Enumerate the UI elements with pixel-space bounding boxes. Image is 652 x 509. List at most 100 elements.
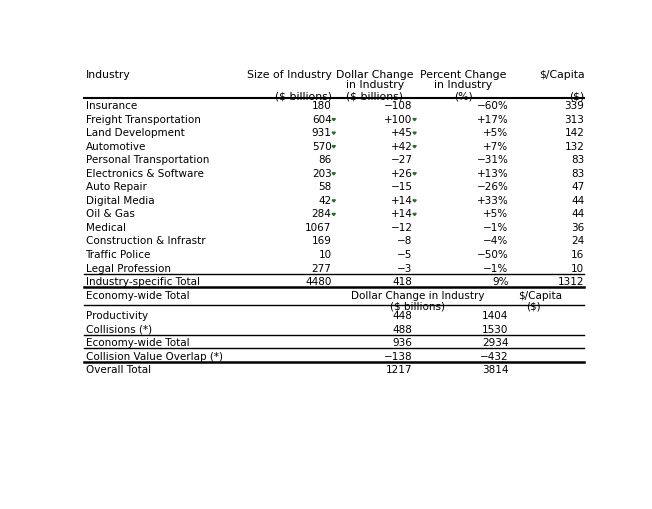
Text: Dollar Change in Industry: Dollar Change in Industry <box>351 290 484 300</box>
Text: −26%: −26% <box>477 182 509 192</box>
Text: −108: −108 <box>384 101 413 111</box>
Text: −15: −15 <box>391 182 413 192</box>
Text: 10: 10 <box>571 263 584 273</box>
Text: −1%: −1% <box>483 263 509 273</box>
Text: +45: +45 <box>391 128 413 138</box>
Text: Collisions (*): Collisions (*) <box>85 324 152 334</box>
Text: 604: 604 <box>312 115 332 124</box>
Text: Medical: Medical <box>85 222 126 233</box>
Text: 418: 418 <box>393 276 413 287</box>
Polygon shape <box>332 214 335 216</box>
Text: 1404: 1404 <box>482 310 509 321</box>
Text: Construction & Infrastr: Construction & Infrastr <box>85 236 205 246</box>
Text: Automotive: Automotive <box>85 142 146 151</box>
Text: ($): ($) <box>526 301 541 310</box>
Text: ($): ($) <box>569 91 584 101</box>
Text: −50%: −50% <box>477 249 509 260</box>
Text: +13%: +13% <box>477 168 509 178</box>
Text: −8: −8 <box>397 236 413 246</box>
Text: +7%: +7% <box>483 142 509 151</box>
Text: +33%: +33% <box>477 195 509 206</box>
Text: 44: 44 <box>571 209 584 219</box>
Text: 1312: 1312 <box>557 276 584 287</box>
Text: −27: −27 <box>391 155 413 165</box>
Text: 277: 277 <box>312 263 332 273</box>
Text: Size of Industry: Size of Industry <box>246 70 332 80</box>
Text: 142: 142 <box>565 128 584 138</box>
Text: in Industry: in Industry <box>434 79 492 90</box>
Text: 448: 448 <box>393 310 413 321</box>
Text: 169: 169 <box>312 236 332 246</box>
Text: Insurance: Insurance <box>85 101 137 111</box>
Text: 339: 339 <box>565 101 584 111</box>
Polygon shape <box>332 120 335 122</box>
Text: +17%: +17% <box>477 115 509 124</box>
Text: +100: +100 <box>384 115 413 124</box>
Text: 2934: 2934 <box>482 337 509 348</box>
Text: Auto Repair: Auto Repair <box>85 182 147 192</box>
Polygon shape <box>413 133 416 135</box>
Text: 24: 24 <box>571 236 584 246</box>
Text: 570: 570 <box>312 142 332 151</box>
Text: −12: −12 <box>391 222 413 233</box>
Text: in Industry: in Industry <box>346 79 404 90</box>
Text: Economy-wide Total: Economy-wide Total <box>85 337 189 348</box>
Polygon shape <box>332 174 335 176</box>
Text: 1217: 1217 <box>386 364 413 375</box>
Text: 42: 42 <box>318 195 332 206</box>
Text: 16: 16 <box>571 249 584 260</box>
Polygon shape <box>413 174 416 176</box>
Text: 36: 36 <box>571 222 584 233</box>
Text: +26: +26 <box>391 168 413 178</box>
Text: +42: +42 <box>391 142 413 151</box>
Text: −31%: −31% <box>477 155 509 165</box>
Text: −5: −5 <box>397 249 413 260</box>
Text: 83: 83 <box>571 168 584 178</box>
Text: 180: 180 <box>312 101 332 111</box>
Polygon shape <box>413 147 416 149</box>
Text: 9%: 9% <box>492 276 509 287</box>
Polygon shape <box>413 201 416 203</box>
Text: $/Capita: $/Capita <box>539 70 584 80</box>
Text: Electronics & Software: Electronics & Software <box>85 168 203 178</box>
Text: Collision Value Overlap (*): Collision Value Overlap (*) <box>85 351 222 361</box>
Text: Legal Profession: Legal Profession <box>85 263 171 273</box>
Text: 47: 47 <box>571 182 584 192</box>
Text: −432: −432 <box>480 351 509 361</box>
Text: Industry-specific Total: Industry-specific Total <box>85 276 200 287</box>
Text: −138: −138 <box>384 351 413 361</box>
Text: Industry: Industry <box>85 70 130 80</box>
Text: Traffic Police: Traffic Police <box>85 249 151 260</box>
Text: 936: 936 <box>393 337 413 348</box>
Polygon shape <box>332 133 335 135</box>
Text: Freight Transportation: Freight Transportation <box>85 115 200 124</box>
Text: $/Capita: $/Capita <box>518 290 563 300</box>
Polygon shape <box>413 120 416 122</box>
Text: 313: 313 <box>565 115 584 124</box>
Text: −1%: −1% <box>483 222 509 233</box>
Text: Percent Change: Percent Change <box>420 70 506 80</box>
Text: 284: 284 <box>312 209 332 219</box>
Polygon shape <box>332 147 335 149</box>
Text: Dollar Change: Dollar Change <box>336 70 413 80</box>
Text: 1530: 1530 <box>482 324 509 334</box>
Text: 203: 203 <box>312 168 332 178</box>
Text: (%): (%) <box>454 91 473 101</box>
Text: Economy-wide Total: Economy-wide Total <box>85 290 189 300</box>
Text: +14: +14 <box>391 209 413 219</box>
Text: ($ billions): ($ billions) <box>346 91 403 101</box>
Text: 931: 931 <box>312 128 332 138</box>
Text: 488: 488 <box>393 324 413 334</box>
Text: Personal Transportation: Personal Transportation <box>85 155 209 165</box>
Text: 83: 83 <box>571 155 584 165</box>
Text: −3: −3 <box>397 263 413 273</box>
Text: ($ billions): ($ billions) <box>274 91 332 101</box>
Text: Land Development: Land Development <box>85 128 185 138</box>
Text: 4480: 4480 <box>305 276 332 287</box>
Text: 86: 86 <box>318 155 332 165</box>
Text: Overall Total: Overall Total <box>85 364 151 375</box>
Text: Digital Media: Digital Media <box>85 195 154 206</box>
Text: −60%: −60% <box>477 101 509 111</box>
Polygon shape <box>332 201 335 203</box>
Text: 44: 44 <box>571 195 584 206</box>
